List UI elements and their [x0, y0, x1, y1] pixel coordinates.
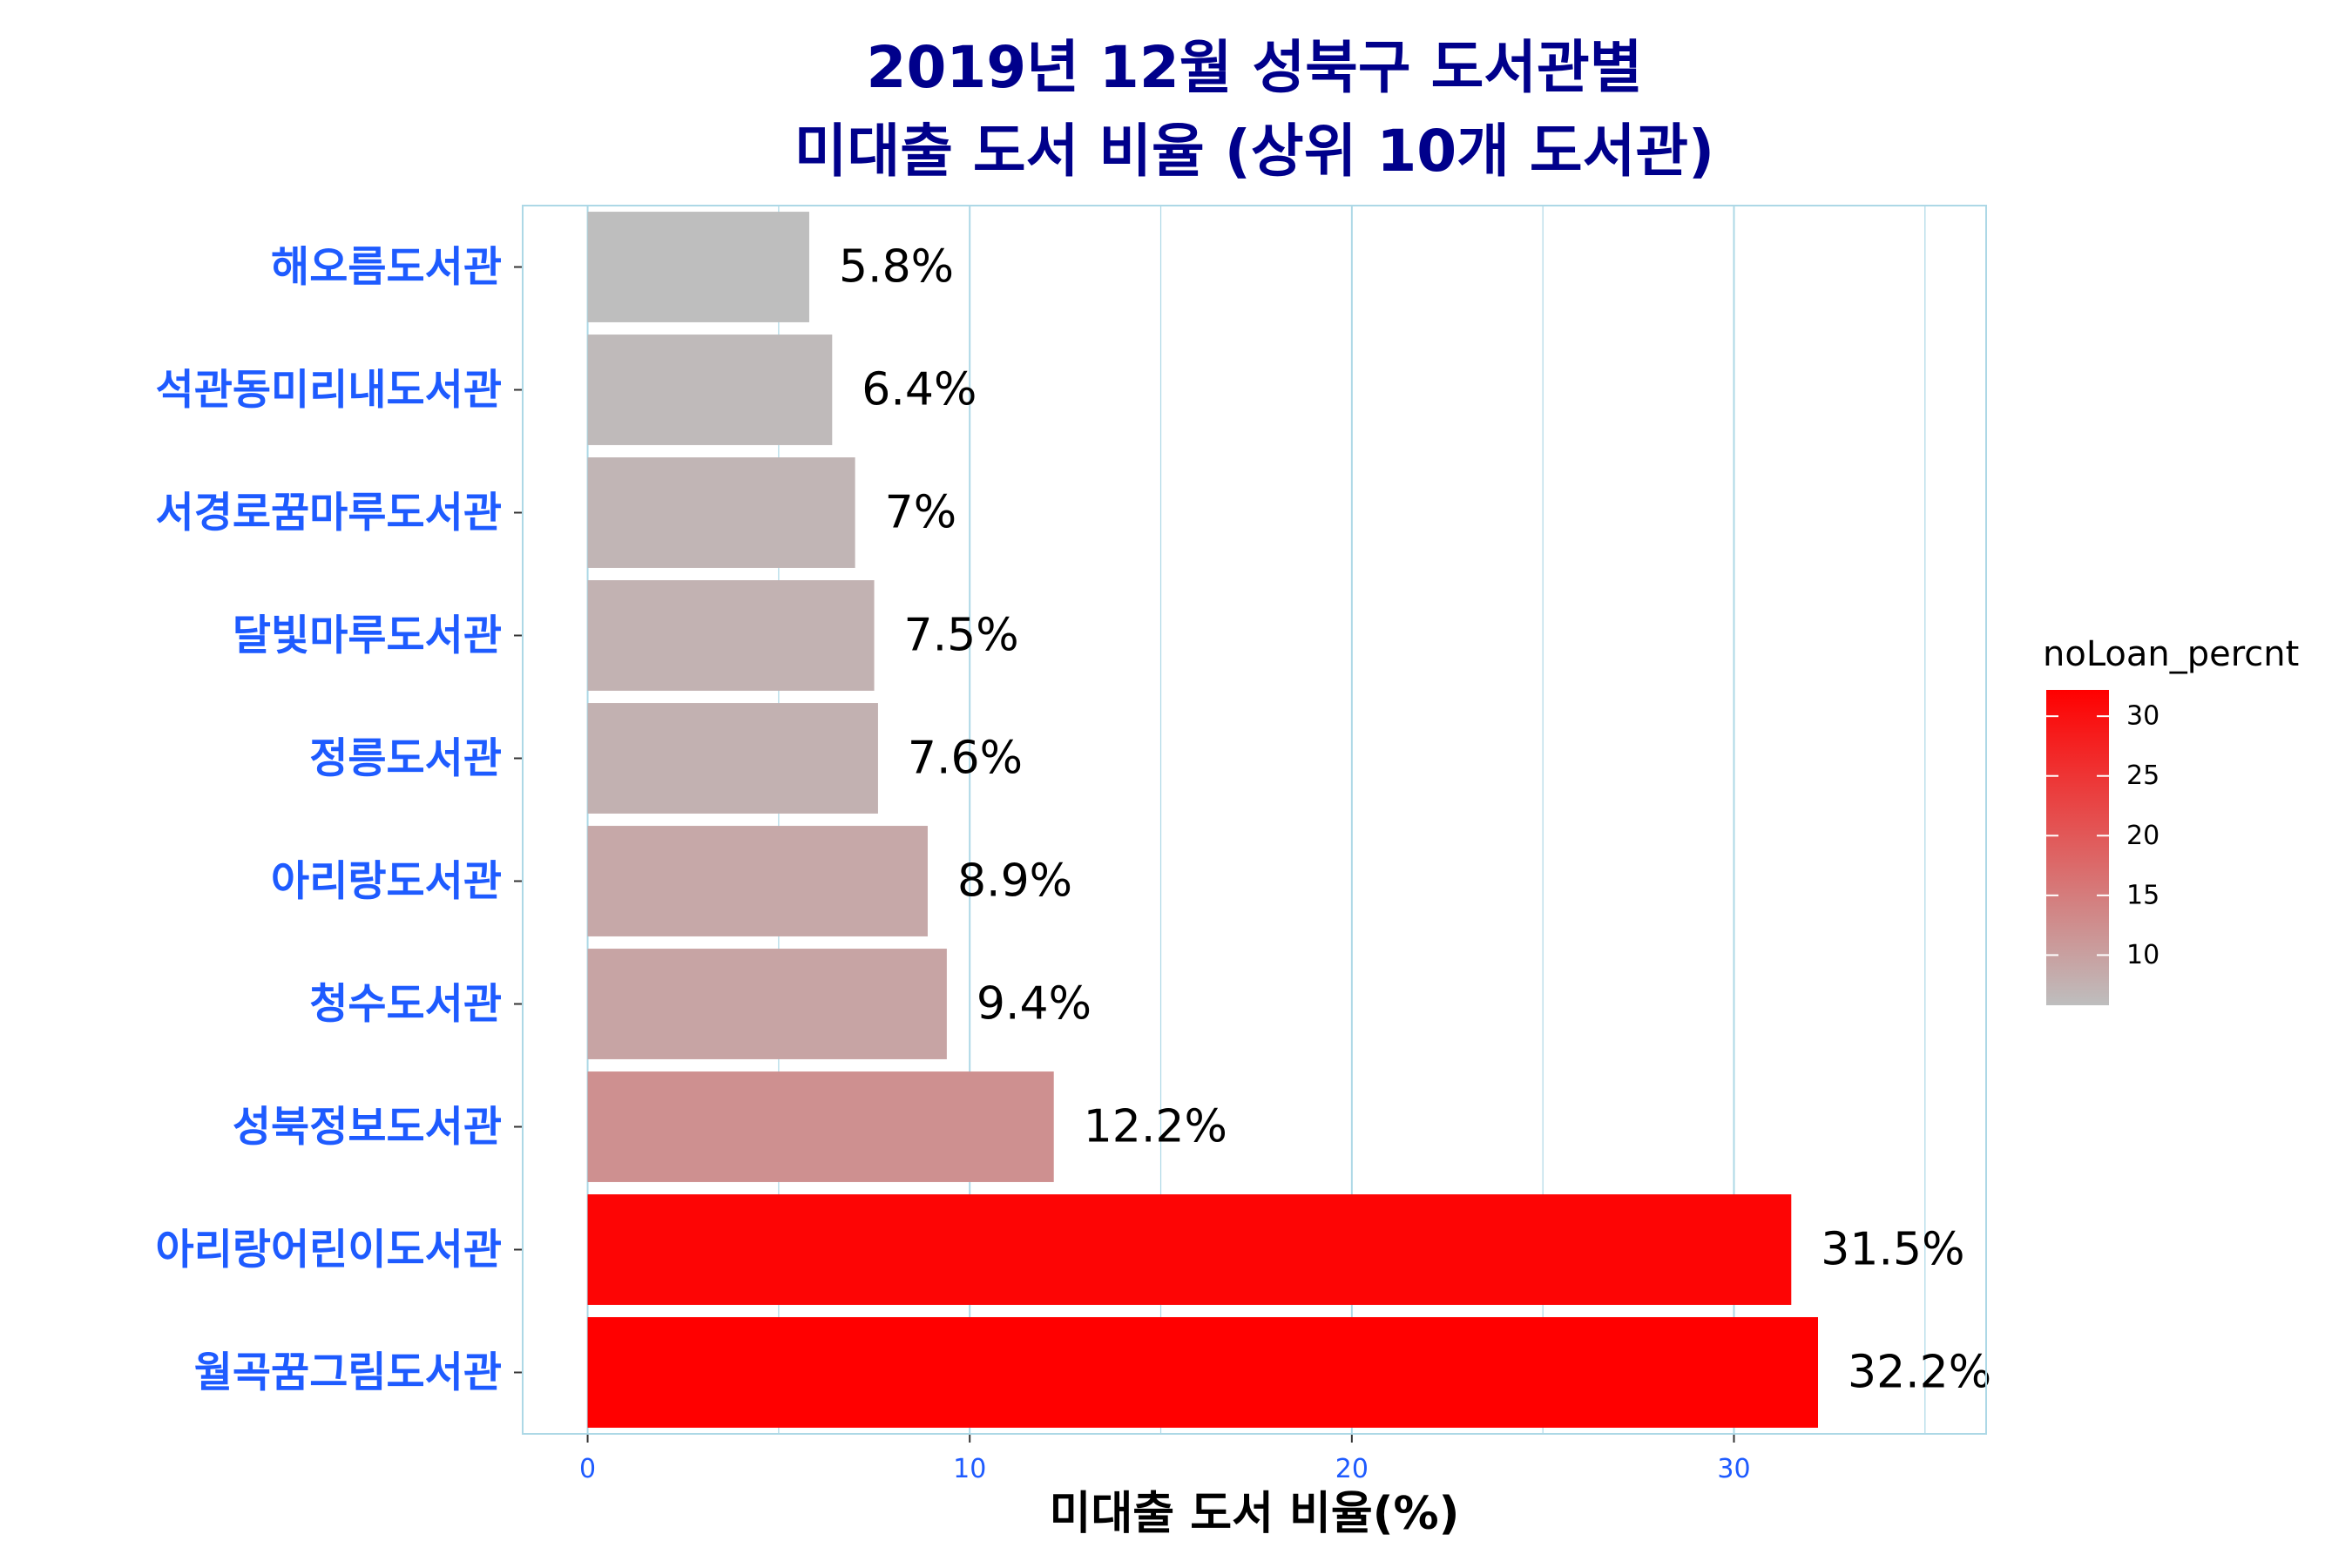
chart-subtitle: 미대출 도서 비율 (상위 10개 도서관): [794, 118, 1714, 185]
bars-group: [587, 212, 1818, 1428]
x-axis-title: 미대출 도서 비율(%): [1050, 1488, 1460, 1540]
x-axis: 0 10 20 30: [579, 1434, 1751, 1484]
value-label: 12.2%: [1084, 1101, 1227, 1153]
category-label: 청수도서관: [309, 980, 502, 1029]
category-label: 해오름도서관: [271, 243, 502, 292]
category-label: 서경로꿈마루도서관: [156, 489, 502, 537]
category-labels: 해오름도서관석관동미리내도서관서경로꿈마루도서관달빛마루도서관정릉도서관아리랑도…: [156, 243, 523, 1397]
bar: [587, 949, 947, 1059]
bar: [587, 580, 875, 691]
bar: [587, 1194, 1792, 1305]
legend-tick-label: 10: [2126, 940, 2159, 970]
x-tick-label: 20: [1335, 1454, 1369, 1484]
category-label: 아리랑도서관: [271, 857, 502, 906]
value-label: 7.5%: [904, 610, 1019, 662]
category-label: 달빛마루도서관: [233, 612, 502, 660]
legend-tick-label: 20: [2126, 821, 2159, 851]
legend-colorbar: [2046, 690, 2109, 1005]
legend-tick-label: 15: [2126, 880, 2159, 910]
category-label: 월곡꿈그림도서관: [194, 1348, 502, 1397]
legend-title: noLoan_percnt: [2043, 634, 2299, 674]
bar: [587, 457, 855, 568]
bar: [587, 703, 878, 814]
category-label: 정릉도서관: [309, 734, 502, 783]
value-label: 9.4%: [977, 978, 1092, 1031]
color-legend: noLoan_percnt 10 15 20 25 30: [2043, 634, 2299, 1005]
value-label: 6.4%: [862, 364, 977, 416]
value-label: 31.5%: [1821, 1224, 1964, 1276]
bar: [587, 335, 833, 445]
value-label: 8.9%: [957, 855, 1072, 908]
x-tick-label: 0: [579, 1454, 596, 1484]
legend-tick-label: 25: [2126, 760, 2159, 791]
bar: [587, 1317, 1818, 1428]
value-label: 32.2%: [1848, 1347, 1991, 1399]
bar: [587, 212, 809, 322]
x-tick-label: 10: [953, 1454, 986, 1484]
category-label: 석관동미리내도서관: [156, 366, 502, 415]
value-label: 7%: [885, 487, 957, 539]
value-labels: 5.8% 6.4% 7% 7.5% 7.6% 8.9% 9.4% 12.2% 31.5% 32.2…: [839, 241, 1991, 1399]
category-label: 성북정보도서관: [233, 1103, 502, 1152]
bar: [587, 1071, 1054, 1182]
plot-panel-border: [522, 205, 1987, 1435]
category-label: 아리랑어린이도서관: [156, 1226, 502, 1274]
bar: [587, 826, 928, 936]
value-label: 5.8%: [839, 241, 954, 294]
value-label: 7.6%: [908, 733, 1023, 785]
legend-ticks: 10 15 20 25 30: [2046, 701, 2159, 970]
x-tick-label: 30: [1717, 1454, 1750, 1484]
chart-title: 2019년 12월 성북구 도서관별: [867, 34, 1643, 101]
legend-tick-label: 30: [2126, 701, 2159, 732]
